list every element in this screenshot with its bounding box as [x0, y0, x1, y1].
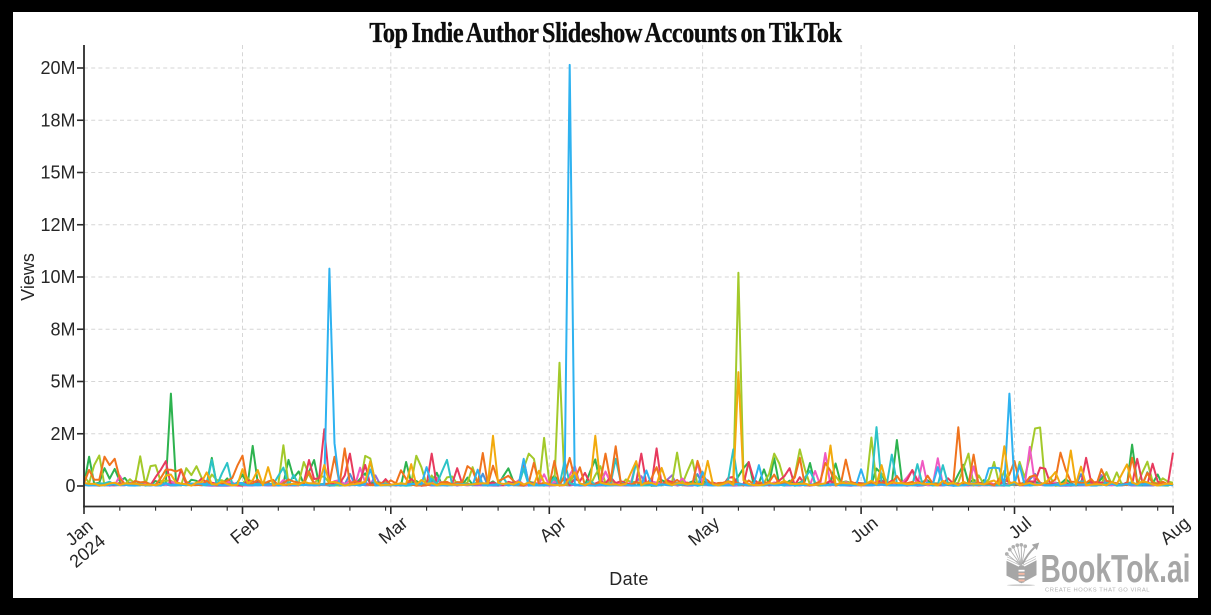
svg-text:BookTok.ai: BookTok.ai: [1041, 548, 1191, 591]
svg-text:Jun: Jun: [847, 513, 882, 547]
svg-text:Feb: Feb: [227, 513, 264, 548]
svg-text:15M: 15M: [40, 163, 75, 183]
svg-text:8M: 8M: [50, 319, 75, 339]
svg-text:10M: 10M: [40, 267, 75, 287]
svg-text:20M: 20M: [40, 58, 75, 78]
svg-text:Mar: Mar: [375, 513, 412, 548]
svg-text:12M: 12M: [40, 215, 75, 235]
svg-text:Aug: Aug: [1156, 513, 1193, 549]
svg-text:CREATE HOOKS THAT GO VIRAL: CREATE HOOKS THAT GO VIRAL: [1045, 587, 1150, 593]
svg-text:Apr: Apr: [536, 513, 570, 546]
svg-text:Date: Date: [609, 569, 649, 589]
svg-text:5M: 5M: [50, 372, 75, 392]
svg-text:18M: 18M: [40, 110, 75, 130]
svg-text:2M: 2M: [50, 424, 75, 444]
svg-text:0: 0: [65, 476, 75, 496]
svg-text:Jul: Jul: [1005, 513, 1035, 543]
svg-text:May: May: [684, 513, 723, 550]
svg-text:Views: Views: [18, 253, 38, 301]
